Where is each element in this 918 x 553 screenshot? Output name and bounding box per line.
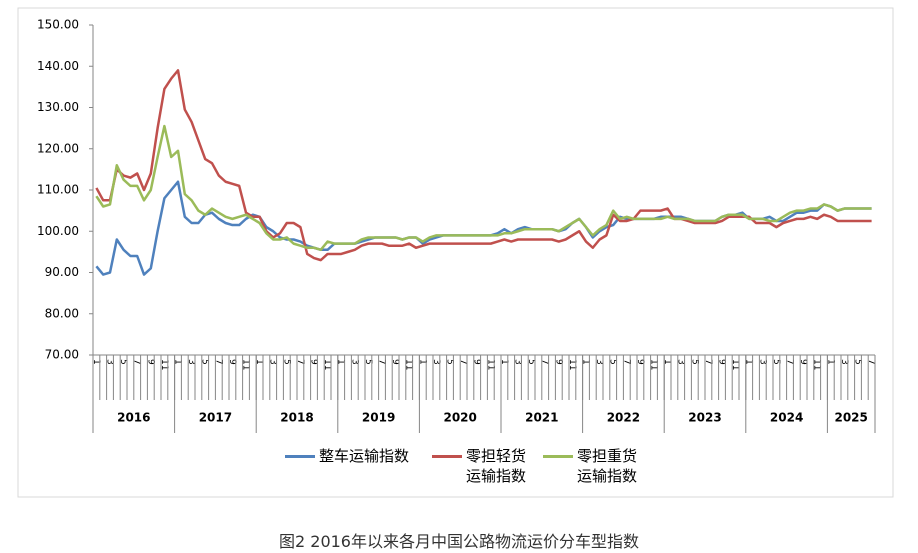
y-tick-label: 110.00 [37, 183, 79, 197]
legend: 整车运输指数 零担轻货运输指数 零担重货运输指数 [285, 446, 705, 490]
x-tick-label: 1 [173, 359, 183, 365]
year-label: 2021 [525, 411, 558, 425]
y-tick-label: 120.00 [37, 141, 79, 155]
x-tick-label: 5 [608, 359, 618, 365]
x-tick-label: 7 [458, 359, 468, 365]
x-tick-label: 7 [132, 359, 142, 365]
x-tick-label: 5 [200, 359, 210, 365]
x-tick-label: 7 [377, 359, 387, 365]
x-tick-label: 3 [268, 359, 278, 365]
y-tick-label: 80.00 [45, 306, 79, 320]
year-label: 2024 [770, 411, 803, 425]
x-tick-label: 1 [336, 359, 346, 365]
x-tick-label: 3 [676, 359, 686, 365]
x-tick-label: 1 [744, 359, 754, 365]
y-tick-label: 70.00 [45, 348, 79, 362]
year-label: 2022 [607, 411, 640, 425]
x-tick-label: 11 [404, 359, 414, 370]
y-tick-label: 90.00 [45, 265, 79, 279]
caption: 图2 2016年以来各月中国公路物流运价分车型指数 [279, 532, 639, 551]
year-label: 2025 [834, 411, 867, 425]
x-tick-label: 3 [594, 359, 604, 365]
x-tick-label: 9 [798, 359, 808, 365]
year-label: 2019 [362, 411, 395, 425]
chart-frame [17, 7, 894, 498]
legend-label: 整车运输指数 [319, 447, 410, 465]
x-tick-label: 9 [309, 359, 319, 365]
x-tick-label: 3 [839, 359, 849, 365]
x-tick-label: 7 [703, 359, 713, 365]
legend-swatch [543, 455, 573, 458]
x-tick-label: 11 [485, 359, 495, 370]
x-tick-label: 9 [635, 359, 645, 365]
x-tick-label: 5 [689, 359, 699, 365]
year-label: 2017 [199, 411, 232, 425]
x-tick-label: 5 [118, 359, 128, 365]
x-tick-label: 5 [853, 359, 863, 365]
y-tick-label: 130.00 [37, 100, 79, 114]
x-tick-label: 5 [363, 359, 373, 365]
line-series [95, 69, 872, 262]
legend-label: 零担重货运输指数 [577, 447, 638, 485]
x-tick-label: 3 [431, 359, 441, 365]
x-tick-label: 11 [322, 359, 332, 370]
x-tick-label: 7 [785, 359, 795, 365]
x-tick-label: 5 [771, 359, 781, 365]
x-tick-label: 11 [730, 359, 740, 370]
legend-label: 零担轻货运输指数 [466, 447, 527, 485]
x-tick-label: 9 [145, 359, 155, 365]
y-tick-label: 150.00 [37, 18, 79, 32]
line-series [95, 180, 872, 276]
x-tick-label: 1 [499, 359, 509, 365]
line-series [95, 124, 872, 252]
x-tick-label: 9 [717, 359, 727, 365]
x-tick-label: 9 [227, 359, 237, 365]
x-tick-label: 1 [825, 359, 835, 365]
x-tick-label: 7 [540, 359, 550, 365]
x-tick-label: 11 [649, 359, 659, 370]
x-tick-label: 11 [241, 359, 251, 370]
x-tick-label: 9 [472, 359, 482, 365]
x-tick-label: 7 [866, 359, 876, 365]
x-tick-label: 3 [105, 359, 115, 365]
x-tick-label: 1 [254, 359, 264, 365]
x-tick-label: 3 [186, 359, 196, 365]
y-tick-label: 100.00 [37, 224, 79, 238]
year-label: 2023 [688, 411, 721, 425]
x-tick-label: 11 [567, 359, 577, 370]
x-tick-label: 1 [662, 359, 672, 365]
x-tick-label: 5 [281, 359, 291, 365]
x-tick-label: 3 [349, 359, 359, 365]
x-tick-label: 11 [159, 359, 169, 370]
year-label: 2018 [280, 411, 313, 425]
x-tick-label: 7 [621, 359, 631, 365]
x-tick-label: 7 [213, 359, 223, 365]
x-tick-label: 5 [526, 359, 536, 365]
x-tick-label: 1 [581, 359, 591, 365]
year-label: 2016 [117, 411, 150, 425]
x-tick-label: 1 [417, 359, 427, 365]
legend-swatch [432, 455, 462, 458]
legend-swatch [285, 455, 315, 458]
x-tick-label: 7 [295, 359, 305, 365]
x-tick-label: 3 [513, 359, 523, 365]
x-tick-label: 5 [445, 359, 455, 365]
x-tick-label: 11 [812, 359, 822, 370]
x-tick-label: 9 [553, 359, 563, 365]
x-tick-label: 1 [91, 359, 101, 365]
x-tick-label: 3 [757, 359, 767, 365]
y-tick-label: 140.00 [37, 59, 79, 73]
year-label: 2020 [443, 411, 476, 425]
x-tick-label: 9 [390, 359, 400, 365]
